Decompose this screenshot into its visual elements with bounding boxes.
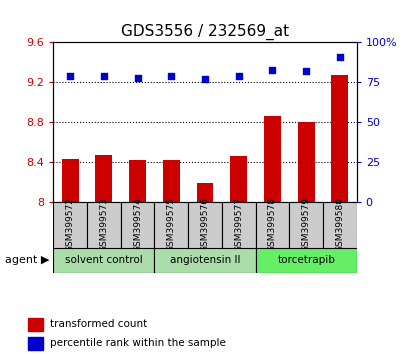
Text: GSM399580: GSM399580 (335, 197, 344, 252)
Title: GDS3556 / 232569_at: GDS3556 / 232569_at (121, 23, 288, 40)
Bar (62, 159, 79, 202)
Bar (255, 248, 356, 273)
Point (134, 75, 141, 80)
Bar (53, 202, 87, 248)
Text: angiotensin II: angiotensin II (169, 255, 240, 265)
Point (268, 67, 275, 73)
Bar (289, 202, 322, 248)
Text: GSM399578: GSM399578 (267, 197, 276, 252)
Bar (95, 155, 112, 202)
Point (100, 73, 107, 79)
Bar (162, 160, 179, 202)
Bar (255, 202, 289, 248)
Text: solvent control: solvent control (65, 255, 142, 265)
Bar (221, 202, 255, 248)
Bar (330, 75, 347, 202)
Bar (322, 202, 356, 248)
Point (201, 76, 208, 82)
Text: GSM399577: GSM399577 (234, 197, 243, 252)
Point (235, 73, 241, 79)
Text: GSM399572: GSM399572 (65, 197, 74, 252)
Bar (28, 318, 43, 331)
Text: percentile rank within the sample: percentile rank within the sample (50, 338, 225, 348)
Bar (230, 156, 247, 202)
Bar (154, 248, 255, 273)
Bar (120, 202, 154, 248)
Text: torcetrapib: torcetrapib (276, 255, 334, 265)
Bar (297, 122, 314, 202)
Bar (129, 160, 146, 202)
Point (302, 68, 309, 74)
Text: GSM399574: GSM399574 (133, 197, 142, 252)
Bar (154, 202, 188, 248)
Text: GSM399573: GSM399573 (99, 197, 108, 252)
Text: GSM399576: GSM399576 (200, 197, 209, 252)
Bar (87, 202, 120, 248)
Point (168, 73, 174, 79)
Point (336, 54, 342, 59)
Text: GSM399575: GSM399575 (166, 197, 175, 252)
Point (67, 73, 73, 79)
Text: GSM399579: GSM399579 (301, 197, 310, 252)
Text: transformed count: transformed count (50, 319, 147, 329)
Bar (196, 183, 213, 202)
Bar (263, 116, 280, 202)
Bar (188, 202, 221, 248)
Text: agent ▶: agent ▶ (4, 255, 49, 265)
Bar (53, 248, 154, 273)
Bar (28, 337, 43, 350)
